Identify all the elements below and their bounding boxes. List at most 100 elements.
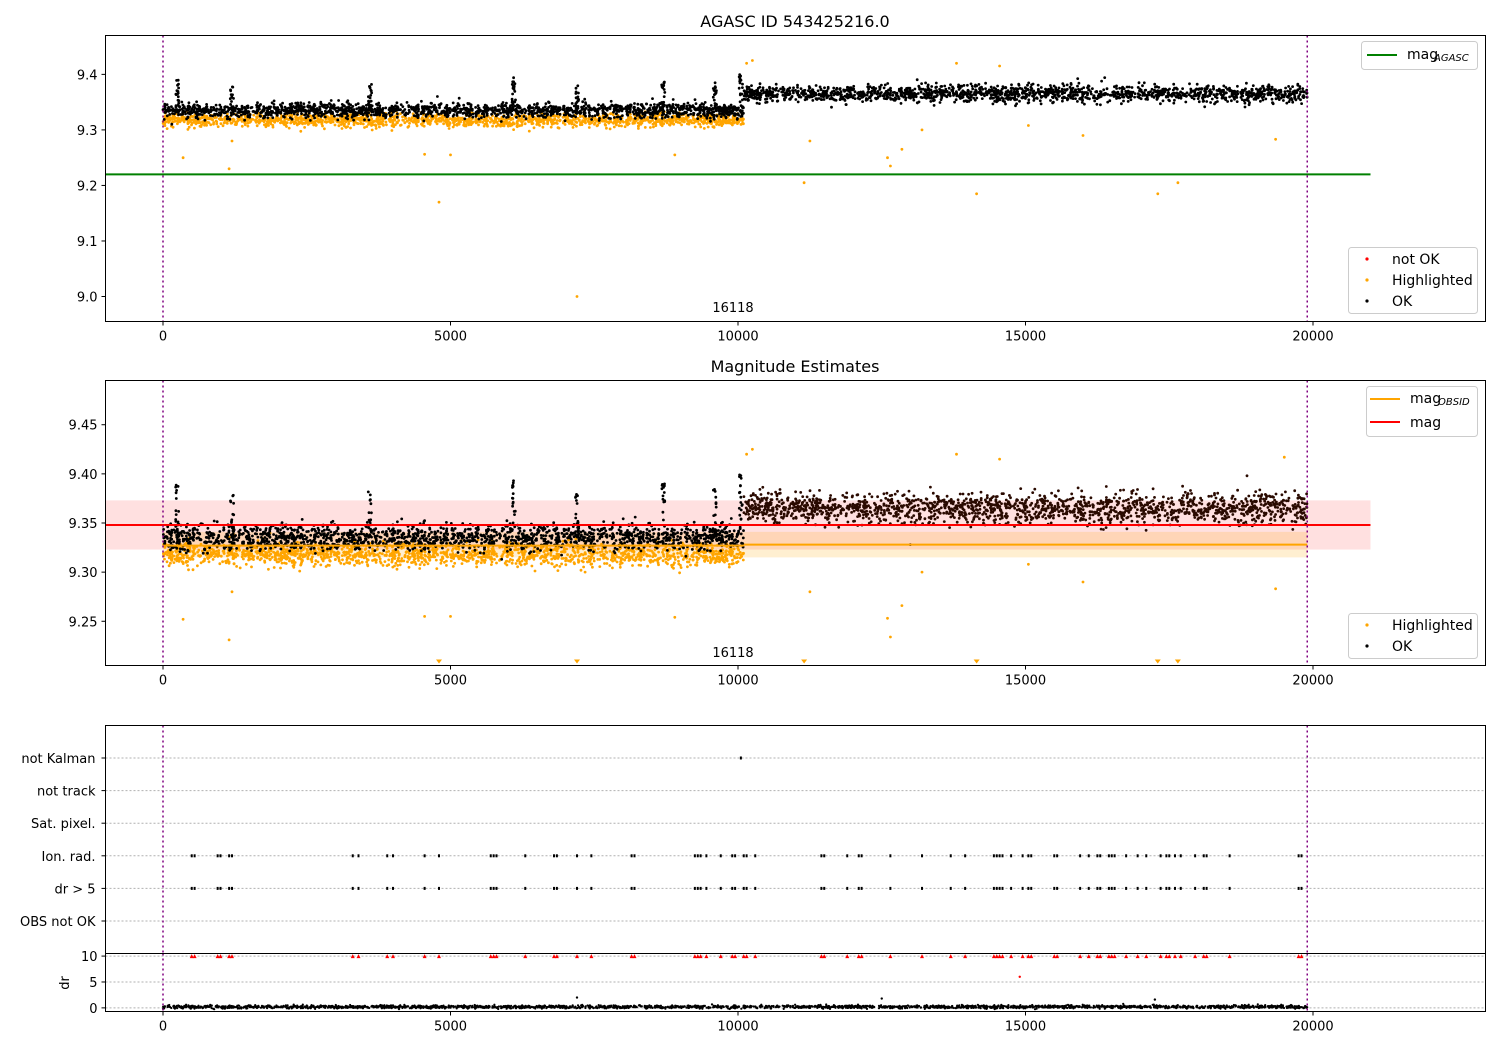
ok-point (1115, 87, 1118, 90)
highlighted-point (612, 125, 616, 129)
highlighted-point (186, 127, 190, 131)
ok-point (1044, 90, 1048, 94)
highlighted-point (515, 125, 519, 129)
ok-point (167, 105, 171, 109)
ok-point (831, 97, 834, 100)
ok-point (269, 113, 273, 117)
ok-point (999, 92, 1003, 95)
ok-point (920, 82, 923, 85)
highlighted-point (368, 122, 371, 126)
highlighted-point (420, 117, 424, 121)
ok-point (745, 85, 749, 89)
highlighted-point (359, 122, 363, 125)
ok-point (1060, 96, 1064, 100)
highlighted-point (474, 121, 478, 125)
ok-point (1212, 85, 1215, 88)
ok-point (930, 85, 934, 88)
ok-point (243, 118, 247, 122)
ok-point (947, 86, 951, 90)
ok-point (891, 93, 895, 97)
ok-point (1001, 85, 1005, 88)
ok-point (969, 82, 973, 86)
highlighted-point (503, 121, 507, 124)
ok-point (1273, 92, 1277, 95)
ok-point (285, 112, 289, 115)
ok-point (938, 87, 941, 91)
ok-point (869, 91, 872, 94)
ok-point (584, 114, 587, 118)
ok-point (1171, 88, 1175, 92)
ok-point (755, 96, 758, 100)
ok-point (181, 110, 185, 114)
ok-point (814, 97, 818, 101)
agasc-plot-title: AGASC ID 543425216.0 (700, 12, 889, 31)
ok-point (179, 113, 183, 116)
ok-point (538, 114, 541, 118)
ok-point (1256, 89, 1260, 92)
ok-point (499, 120, 503, 123)
highlighted-point (190, 123, 193, 127)
highlighted-point (640, 121, 643, 124)
highlighted-point (623, 125, 627, 129)
ok-point (536, 109, 540, 113)
ok-point (1003, 92, 1007, 96)
ok-point (1270, 97, 1274, 101)
ok-point (693, 107, 697, 111)
ok-point (485, 114, 489, 117)
ok-point (1291, 100, 1295, 104)
ok-point (830, 90, 834, 94)
highlighted-point (405, 119, 409, 123)
ok-point (416, 107, 420, 110)
ok-point (422, 105, 426, 109)
highlighted-point (499, 122, 503, 125)
highlighted-point (399, 123, 403, 127)
ok-point (1043, 94, 1046, 98)
ok-point (1076, 100, 1079, 103)
highlighted-point (586, 119, 590, 123)
ok-point (651, 110, 655, 114)
ok-point (438, 103, 442, 107)
ok-point (764, 94, 768, 97)
ok-point (1142, 91, 1146, 95)
ok-point (876, 90, 880, 93)
ok-point (1066, 97, 1070, 100)
highlighted-point (163, 124, 167, 127)
ok-point (1222, 84, 1226, 88)
ok-point (631, 110, 635, 114)
ok-point (1030, 83, 1033, 87)
ok-point (933, 98, 936, 102)
highlighted-point (478, 114, 481, 118)
highlighted-point (243, 123, 247, 127)
ok-point (563, 107, 566, 111)
highlighted-point (729, 118, 733, 122)
ok-point (1268, 91, 1271, 94)
ok-point (1184, 100, 1188, 104)
highlighted-point (219, 122, 223, 125)
ok-point (357, 106, 361, 109)
ok-point (246, 110, 250, 113)
highlighted-point (263, 123, 266, 127)
ok-point (461, 112, 465, 115)
ok-point (993, 99, 997, 103)
highlighted-point (437, 119, 440, 123)
highlighted-point (570, 122, 574, 126)
ok-point (1060, 87, 1064, 91)
ok-point (367, 118, 371, 122)
ok-point (584, 106, 588, 110)
ok-point (1195, 82, 1199, 86)
ok-point (1271, 101, 1274, 105)
ok-point (1034, 91, 1038, 95)
ok-point (883, 83, 887, 87)
ok-point (412, 108, 416, 111)
highlighted-point (246, 121, 250, 125)
highlighted-point (255, 115, 258, 119)
ok-point (913, 92, 917, 96)
highlighted-point (654, 124, 658, 127)
ok-point (1006, 89, 1010, 93)
ok-point (387, 111, 391, 115)
ok-point (791, 89, 794, 92)
ok-point (1136, 95, 1140, 99)
ok-point (799, 87, 803, 90)
highlighted-point (636, 118, 640, 121)
ok-point (1179, 96, 1183, 100)
